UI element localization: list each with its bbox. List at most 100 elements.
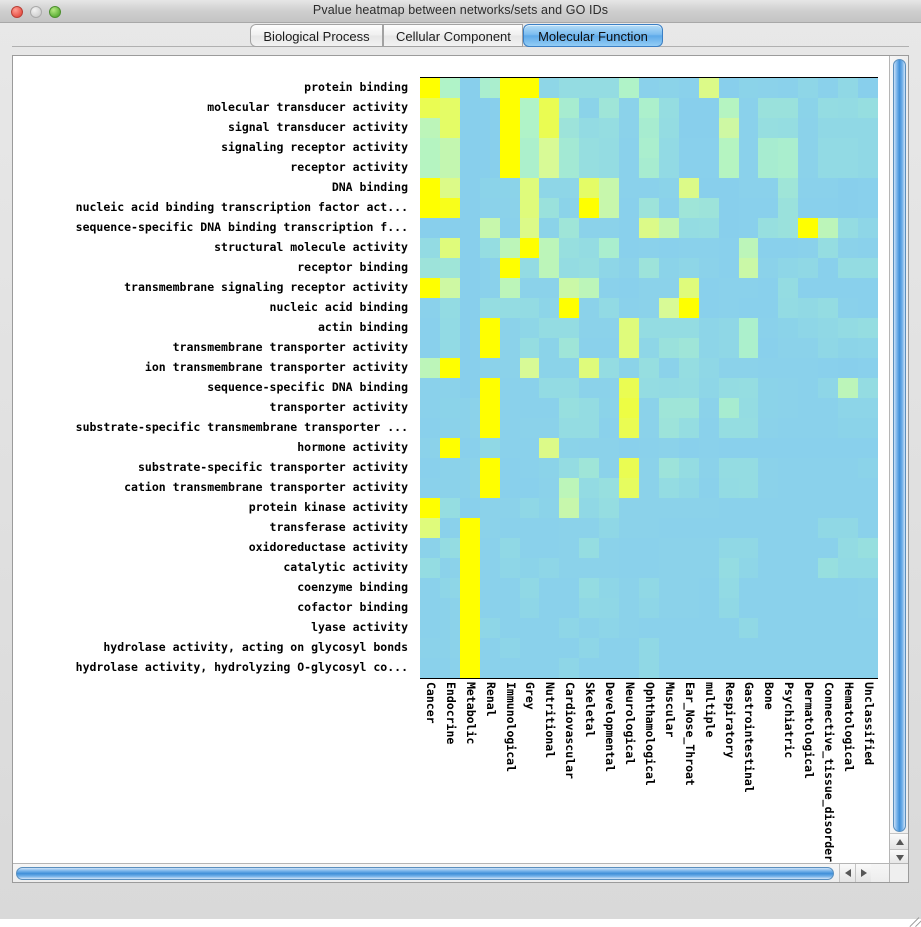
heatmap-cell[interactable] [479, 618, 500, 638]
heatmap-cell[interactable] [818, 598, 839, 618]
heatmap-cell[interactable] [619, 498, 639, 518]
heatmap-cell[interactable] [838, 598, 858, 618]
heatmap-cell[interactable] [758, 618, 779, 638]
heatmap-cell[interactable] [579, 78, 600, 98]
heatmap-cell[interactable] [479, 418, 500, 438]
heatmap-cell[interactable] [539, 538, 560, 558]
heatmap-cell[interactable] [420, 658, 440, 678]
heatmap-cell[interactable] [539, 78, 560, 98]
heatmap-cell[interactable] [678, 618, 699, 638]
heatmap-cell[interactable] [798, 278, 819, 298]
heatmap-cell[interactable] [479, 518, 500, 538]
heatmap-cell[interactable] [638, 358, 659, 378]
heatmap-cell[interactable] [798, 558, 819, 578]
heatmap-cell[interactable] [758, 358, 779, 378]
heatmap-cell[interactable] [519, 518, 540, 538]
heatmap-cell[interactable] [638, 78, 659, 98]
heatmap-cell[interactable] [459, 118, 480, 138]
heatmap-cell[interactable] [479, 298, 500, 318]
heatmap-cell[interactable] [758, 158, 779, 178]
heatmap-cell[interactable] [559, 458, 580, 478]
heatmap-cell[interactable] [459, 418, 480, 438]
heatmap-cell[interactable] [678, 478, 699, 498]
heatmap-cell[interactable] [857, 338, 878, 358]
heatmap-cell[interactable] [599, 518, 620, 538]
heatmap-cell[interactable] [439, 178, 460, 198]
heatmap-cell[interactable] [778, 638, 799, 658]
heatmap-cell[interactable] [857, 618, 878, 638]
heatmap-cell[interactable] [638, 338, 659, 358]
tab-biological-process[interactable]: Biological Process [250, 24, 383, 47]
heatmap-cell[interactable] [698, 518, 719, 538]
heatmap-cell[interactable] [758, 538, 779, 558]
heatmap-cell[interactable] [539, 198, 560, 218]
heatmap-cell[interactable] [838, 478, 858, 498]
heatmap-cell[interactable] [499, 78, 520, 98]
heatmap-cell[interactable] [479, 598, 500, 618]
heatmap-cell[interactable] [818, 478, 839, 498]
heatmap-cell[interactable] [638, 658, 659, 678]
heatmap-cell[interactable] [638, 478, 659, 498]
heatmap-cell[interactable] [718, 478, 739, 498]
heatmap-cell[interactable] [459, 438, 480, 458]
heatmap-cell[interactable] [678, 398, 699, 418]
heatmap-cell[interactable] [539, 518, 560, 538]
heatmap-cell[interactable] [658, 218, 679, 238]
heatmap-cell[interactable] [499, 338, 520, 358]
heatmap-cell[interactable] [559, 78, 580, 98]
heatmap-cell[interactable] [459, 158, 480, 178]
heatmap-cell[interactable] [798, 218, 819, 238]
heatmap-cell[interactable] [619, 438, 639, 458]
heatmap-cell[interactable] [499, 538, 520, 558]
heatmap-cell[interactable] [539, 178, 560, 198]
heatmap-cell[interactable] [619, 178, 639, 198]
heatmap-cell[interactable] [519, 258, 540, 278]
heatmap-cell[interactable] [619, 298, 639, 318]
heatmap-cell[interactable] [499, 658, 520, 678]
heatmap-cell[interactable] [758, 278, 779, 298]
heatmap-cell[interactable] [678, 418, 699, 438]
heatmap-cell[interactable] [519, 318, 540, 338]
heatmap-cell[interactable] [738, 78, 759, 98]
heatmap-cell[interactable] [439, 78, 460, 98]
heatmap-cell[interactable] [479, 138, 500, 158]
heatmap-cell[interactable] [459, 598, 480, 618]
heatmap-cell[interactable] [439, 598, 460, 618]
heatmap-cell[interactable] [499, 578, 520, 598]
heatmap-cell[interactable] [758, 398, 779, 418]
heatmap-cell[interactable] [638, 438, 659, 458]
heatmap-cell[interactable] [459, 218, 480, 238]
heatmap-cell[interactable] [420, 558, 440, 578]
heatmap-cell[interactable] [778, 278, 799, 298]
heatmap-cell[interactable] [778, 218, 799, 238]
heatmap-grid[interactable] [420, 77, 878, 679]
heatmap-cell[interactable] [559, 138, 580, 158]
heatmap-cell[interactable] [698, 358, 719, 378]
heatmap-cell[interactable] [658, 98, 679, 118]
heatmap-cell[interactable] [519, 198, 540, 218]
heatmap-cell[interactable] [658, 438, 679, 458]
heatmap-cell[interactable] [439, 518, 460, 538]
heatmap-cell[interactable] [758, 298, 779, 318]
heatmap-cell[interactable] [818, 238, 839, 258]
heatmap-cell[interactable] [579, 518, 600, 538]
heatmap-cell[interactable] [678, 638, 699, 658]
heatmap-cell[interactable] [838, 318, 858, 338]
heatmap-cell[interactable] [838, 338, 858, 358]
heatmap-cell[interactable] [439, 438, 460, 458]
heatmap-cell[interactable] [539, 158, 560, 178]
heatmap-cell[interactable] [778, 538, 799, 558]
heatmap-cell[interactable] [519, 438, 540, 458]
heatmap-cell[interactable] [758, 138, 779, 158]
heatmap-cell[interactable] [798, 658, 819, 678]
heatmap-cell[interactable] [459, 258, 480, 278]
heatmap-cell[interactable] [638, 218, 659, 238]
heatmap-cell[interactable] [420, 338, 440, 358]
heatmap-cell[interactable] [638, 158, 659, 178]
heatmap-cell[interactable] [439, 578, 460, 598]
heatmap-cell[interactable] [818, 158, 839, 178]
heatmap-cell[interactable] [599, 138, 620, 158]
heatmap-cell[interactable] [479, 638, 500, 658]
heatmap-cell[interactable] [738, 398, 759, 418]
heatmap-cell[interactable] [638, 178, 659, 198]
